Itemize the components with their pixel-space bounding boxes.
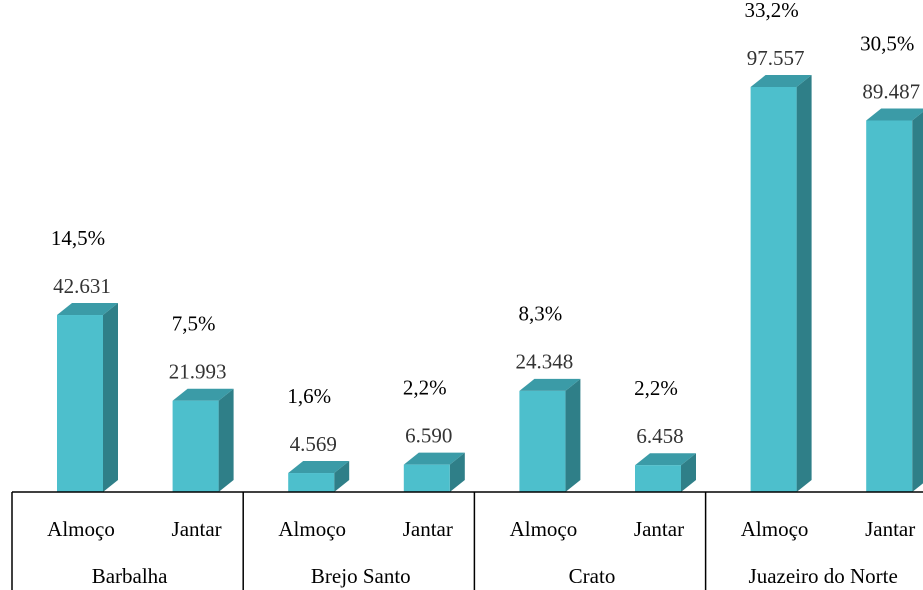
- bar: [403, 464, 450, 492]
- value-label: 42.631: [53, 274, 111, 298]
- bar-top: [866, 108, 923, 121]
- bar: [866, 120, 913, 492]
- bar-side: [565, 378, 581, 492]
- bar-side: [912, 111, 923, 492]
- x-tick-label: Jantar: [634, 517, 684, 541]
- group-label: Brejo Santo: [311, 564, 411, 588]
- x-tick-label: Almoço: [278, 517, 346, 541]
- bar-top: [172, 388, 234, 401]
- bar-top: [57, 303, 118, 316]
- bar-top: [750, 75, 812, 87]
- bar-side: [681, 453, 696, 492]
- share-label: 8,3%: [519, 302, 563, 326]
- value-label: 6.458: [636, 424, 683, 448]
- bar: [750, 87, 797, 492]
- share-label: 2,2%: [403, 375, 447, 399]
- bar-side: [103, 303, 118, 492]
- value-label: 89.487: [862, 79, 920, 103]
- x-tick-label: Jantar: [865, 517, 915, 541]
- group-label: Barbalha: [92, 564, 168, 588]
- group-label: Crato: [569, 564, 616, 588]
- value-label: 6.590: [405, 423, 452, 447]
- bar-top: [403, 452, 465, 465]
- bar-side: [796, 75, 812, 492]
- x-tick-label: Almoço: [741, 517, 809, 541]
- bar-top: [288, 461, 350, 474]
- share-label: 7,5%: [172, 312, 216, 336]
- bar-side: [334, 461, 350, 492]
- share-label: 14,5%: [51, 226, 105, 250]
- share-label: 33,2%: [744, 0, 798, 22]
- bar-top: [635, 453, 696, 466]
- x-tick-label: Jantar: [172, 517, 222, 541]
- bar-side: [449, 452, 465, 492]
- share-label: 2,2%: [634, 376, 678, 400]
- value-label: 97.557: [747, 46, 805, 70]
- bar: [57, 315, 103, 492]
- bar: [635, 465, 681, 492]
- share-label: 1,6%: [287, 384, 331, 408]
- value-label: 24.348: [516, 350, 574, 374]
- x-tick-label: Almoço: [47, 517, 115, 541]
- x-tick-label: Almoço: [510, 517, 578, 541]
- value-label: 4.569: [290, 432, 337, 456]
- bar-top: [519, 378, 581, 391]
- bar-side: [218, 388, 234, 492]
- bar: [172, 400, 219, 492]
- bar: [288, 473, 335, 492]
- group-label: Juazeiro do Norte: [749, 564, 898, 588]
- value-label: 21.993: [169, 360, 227, 384]
- share-label: 30,5%: [860, 31, 914, 55]
- bar: [519, 390, 566, 492]
- x-tick-label: Jantar: [403, 517, 453, 541]
